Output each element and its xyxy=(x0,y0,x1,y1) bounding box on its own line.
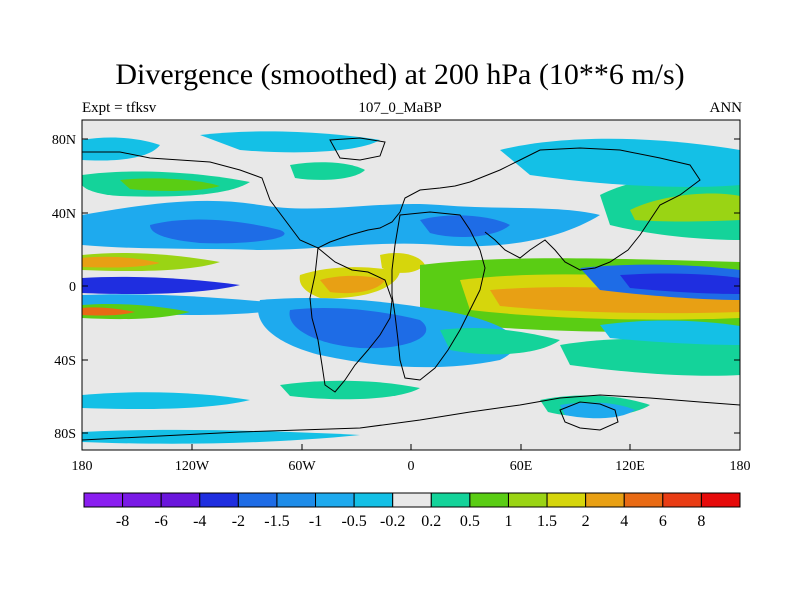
colorbar-box xyxy=(507,492,548,508)
colorbar-label: -1.5 xyxy=(264,513,289,530)
coastline-antarctica xyxy=(82,394,740,441)
colorbar-box xyxy=(122,492,162,508)
colorbar-label: -2 xyxy=(232,513,245,530)
colorbar-label: 0.5 xyxy=(460,513,480,530)
colorbar-label: 6 xyxy=(659,513,667,530)
experiment-label: Expt = tfksv xyxy=(82,100,157,116)
coastline-eurasia xyxy=(469,147,701,271)
colorbar-box xyxy=(469,492,509,508)
x-tick-label: 0 xyxy=(408,459,415,474)
contour-south-blue-core xyxy=(289,308,427,349)
contour-south-green2 xyxy=(560,338,740,376)
x-tick-label: 60W xyxy=(288,459,316,474)
x-tick-label: 60E xyxy=(510,459,533,474)
x-axis: 180 120W 60W 0 60E 120E 180 xyxy=(72,444,751,474)
contour-so-blue-left xyxy=(82,392,250,410)
contour-arctic-blue xyxy=(500,138,740,187)
x-tick-label: 180 xyxy=(730,459,751,474)
colorbar-label: -0.5 xyxy=(341,513,366,530)
colorbar-box xyxy=(199,492,239,508)
contour-eq-west-orange-s xyxy=(82,307,135,316)
contour-antarctic-blue xyxy=(82,429,360,444)
colorbar-box xyxy=(392,492,432,508)
contour-north-blue-core2 xyxy=(420,215,510,237)
contour-arctic-blue-mid xyxy=(200,131,380,153)
contour-so-green xyxy=(280,380,420,400)
colorbar-box xyxy=(276,492,317,508)
contour-npac-green-inner xyxy=(120,178,220,191)
colorbar-label: 8 xyxy=(697,513,705,530)
colorbar-label: 1 xyxy=(504,513,512,530)
x-tick-label: 120E xyxy=(615,459,645,474)
contour-south-blue-right xyxy=(600,320,740,345)
colorbar-label: -4 xyxy=(193,513,206,530)
coastline-greenland xyxy=(329,137,386,161)
y-axis: 80N 40N 0 40S 80S xyxy=(52,133,740,442)
x-tick-label: 180 xyxy=(72,459,93,474)
coastline-south-america xyxy=(309,247,393,393)
colorbar-box xyxy=(700,492,741,508)
contour-epac-deep xyxy=(620,273,740,294)
colorbar-box xyxy=(160,492,201,508)
plot-title: Divergence (smoothed) at 200 hPa (10**6 … xyxy=(115,58,685,91)
colorbar-box xyxy=(430,492,471,508)
period-label: 107_0_MaBP xyxy=(358,100,442,116)
colorbar-box xyxy=(237,492,278,508)
colorbar-box xyxy=(585,492,625,508)
colorbar-label: -1 xyxy=(309,513,322,530)
colorbar-label: 4 xyxy=(620,513,628,530)
colorbar-label: 1.5 xyxy=(537,513,557,530)
contour-africa-yellow xyxy=(380,253,425,273)
colorbar-box xyxy=(83,492,124,508)
contour-eq-west-blue xyxy=(82,276,240,295)
colorbar-box xyxy=(546,492,587,508)
x-tick-label: 120W xyxy=(175,459,210,474)
colorbar-label: -8 xyxy=(116,513,129,530)
y-tick-label: 80N xyxy=(52,133,76,148)
contour-asia-green2 xyxy=(630,193,740,222)
coastline-africa xyxy=(391,211,486,381)
contour-north-blue-core xyxy=(150,219,285,244)
season-label: ANN xyxy=(709,100,743,116)
colorbar-label: 0.2 xyxy=(421,513,441,530)
colorbar-box xyxy=(623,492,664,508)
colorbar: -8 -6 -4 -2 -1.5 -1 -0.5 -0.2 0.2 0.5 1 1.5 2 4 6 8 xyxy=(83,492,741,530)
contour-south-green xyxy=(440,328,560,355)
contour-atl-green xyxy=(290,162,365,180)
colorbar-box xyxy=(315,492,355,508)
contour-field xyxy=(82,131,740,444)
y-tick-label: 40N xyxy=(52,207,76,222)
colorbar-box xyxy=(662,492,702,508)
colorbar-label: 2 xyxy=(582,513,590,530)
contour-eq-west-orange xyxy=(82,256,160,268)
coastline-north-america xyxy=(82,151,471,249)
colorbar-label: -6 xyxy=(155,513,168,530)
contour-arctic-blue-left xyxy=(82,137,160,161)
y-tick-label: 40S xyxy=(54,354,76,369)
y-tick-label: 0 xyxy=(69,280,76,295)
coastline-australia xyxy=(559,401,619,431)
y-tick-label: 80S xyxy=(54,427,76,442)
colorbar-box xyxy=(353,492,394,508)
coastlines xyxy=(82,137,740,441)
contour-samerica-orange xyxy=(320,275,385,294)
colorbar-label: -0.2 xyxy=(380,513,405,530)
